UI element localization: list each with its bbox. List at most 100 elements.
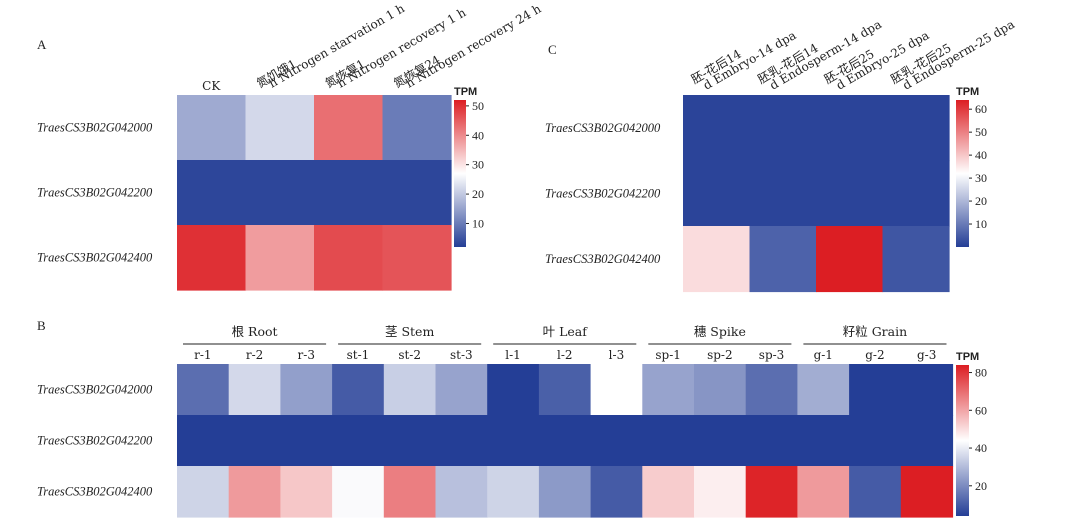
panel-b-cell — [487, 415, 540, 467]
panel-c-cell — [882, 160, 950, 227]
panel-a-cell — [314, 95, 384, 161]
panel-b-cell — [642, 466, 695, 518]
panel-b-cell — [228, 466, 281, 518]
legend-title: TPM — [454, 86, 477, 98]
panel-a-cell — [177, 160, 247, 226]
panel-b-cell — [487, 364, 540, 416]
legend-tick-label: 40 — [975, 148, 987, 162]
panel-b-cell — [280, 466, 333, 518]
panel-b-cell — [332, 364, 385, 416]
panel-b-cell — [177, 466, 230, 518]
legend-tick-label: 60 — [975, 102, 987, 116]
panel-b-cell — [745, 466, 798, 518]
panel-b-column-label: g-1 — [814, 348, 833, 362]
panel-b-cell — [228, 415, 281, 467]
panel-c-cell — [882, 95, 950, 162]
legend-tick-label: 60 — [975, 403, 987, 417]
panel-c-cell — [749, 95, 817, 162]
panel-b-column-label: st-2 — [398, 348, 421, 362]
legend-colorbar — [956, 100, 969, 247]
panel-c-row-label: TraesCS3B02G042000 — [545, 121, 661, 135]
panel-c-row-label: TraesCS3B02G042200 — [545, 186, 661, 200]
panel-b-cell — [745, 364, 798, 416]
legend-tick-label: 30 — [472, 158, 484, 172]
legend-colorbar — [956, 365, 969, 516]
panel-a-cell — [245, 160, 315, 226]
panel-b-cell — [538, 415, 592, 467]
panel-b-cell — [228, 364, 281, 416]
panel-b-cell — [590, 364, 643, 416]
panel-b-cell — [694, 415, 747, 467]
panel-b-group-label: 穗 Spike — [694, 324, 746, 339]
panel-c-cell — [683, 226, 751, 293]
panel-c-column-label-en: d Endosperm-25 dpa — [900, 17, 1017, 92]
panel-a-column-label: CK — [202, 79, 221, 93]
panel-b-group-label: 叶 Leaf — [543, 324, 589, 339]
panel-b-column-label: st-1 — [347, 348, 370, 362]
panel-a-cell — [245, 225, 315, 291]
panel-b-cell — [332, 466, 385, 518]
panel-b-cell — [642, 415, 695, 467]
panel-b-cell — [487, 466, 540, 518]
panel-b-cell — [177, 364, 230, 416]
legend-tick-label: 20 — [472, 187, 484, 201]
panel-a-label: A — [37, 37, 47, 52]
legend-tick-label: 20 — [975, 479, 987, 493]
panel-b-group-label: 根 Root — [232, 324, 278, 339]
panel-b-cell — [797, 364, 850, 416]
panel-a-cell — [314, 160, 384, 226]
panel-b-cell — [694, 364, 747, 416]
panel-a-cell — [245, 95, 315, 161]
panel-b-row-label: TraesCS3B02G042400 — [37, 485, 153, 499]
panel-b-column-label: l-3 — [609, 348, 625, 362]
panel-b-cell — [383, 466, 437, 518]
panel-b-column-label: sp-2 — [707, 348, 733, 362]
legend-tick-label: 40 — [472, 128, 484, 142]
panel-c-cell — [882, 226, 950, 293]
legend-tick-label: 50 — [472, 99, 484, 113]
panel-a-cell — [382, 95, 452, 161]
legend-tick-label: 10 — [472, 216, 484, 230]
panel-b-cell — [435, 415, 488, 467]
panel-b-cell — [849, 466, 902, 518]
panel-c-cell — [816, 160, 884, 227]
panel-b-cell — [280, 415, 333, 467]
panel-a-column-label-en: h Nitrogen recovery 24 h — [403, 1, 543, 90]
panel-b-cell — [797, 466, 850, 518]
panel-b-cell — [538, 364, 592, 416]
panel-c-cell — [749, 160, 817, 227]
panel-a-cell — [177, 95, 247, 161]
legend-title: TPM — [956, 351, 979, 363]
legend-colorbar — [454, 100, 466, 247]
panel-c-cell — [683, 95, 751, 162]
panel-b-cell — [590, 466, 643, 518]
legend-tick-label: 10 — [975, 217, 987, 231]
panel-b-column-label: r-1 — [194, 348, 211, 362]
panel-a-cell — [314, 225, 384, 291]
panel-b-cell — [538, 466, 592, 518]
panel-b-label: B — [37, 318, 46, 333]
panel-b-cell — [849, 415, 902, 467]
panel-b-cell — [900, 466, 954, 518]
panel-b-row-label: TraesCS3B02G042200 — [37, 434, 153, 448]
panel-b-column-label: sp-1 — [655, 348, 681, 362]
panel-b-column-label: g-2 — [865, 348, 884, 362]
panel-b-cell — [280, 364, 333, 416]
panel-b-column-label: sp-3 — [759, 348, 785, 362]
panel-b-column-label: l-2 — [557, 348, 573, 362]
panel-c-row-label: TraesCS3B02G042400 — [545, 252, 661, 266]
panel-b-cell — [900, 364, 954, 416]
legend-tick-label: 50 — [975, 125, 987, 139]
panel-b-cell — [849, 364, 902, 416]
panel-a-row-label: TraesCS3B02G042400 — [37, 251, 153, 265]
panel-b-group-label: 茎 Stem — [385, 324, 434, 339]
panel-b-cell — [332, 415, 385, 467]
panel-c-cell — [683, 160, 751, 227]
panel-b-row-label: TraesCS3B02G042000 — [37, 383, 153, 397]
legend-tick-label: 30 — [975, 171, 987, 185]
panel-b-cell — [383, 364, 437, 416]
panel-b-column-label: g-3 — [917, 348, 936, 362]
panel-b-cell — [383, 415, 437, 467]
panel-c-cell — [749, 226, 817, 293]
